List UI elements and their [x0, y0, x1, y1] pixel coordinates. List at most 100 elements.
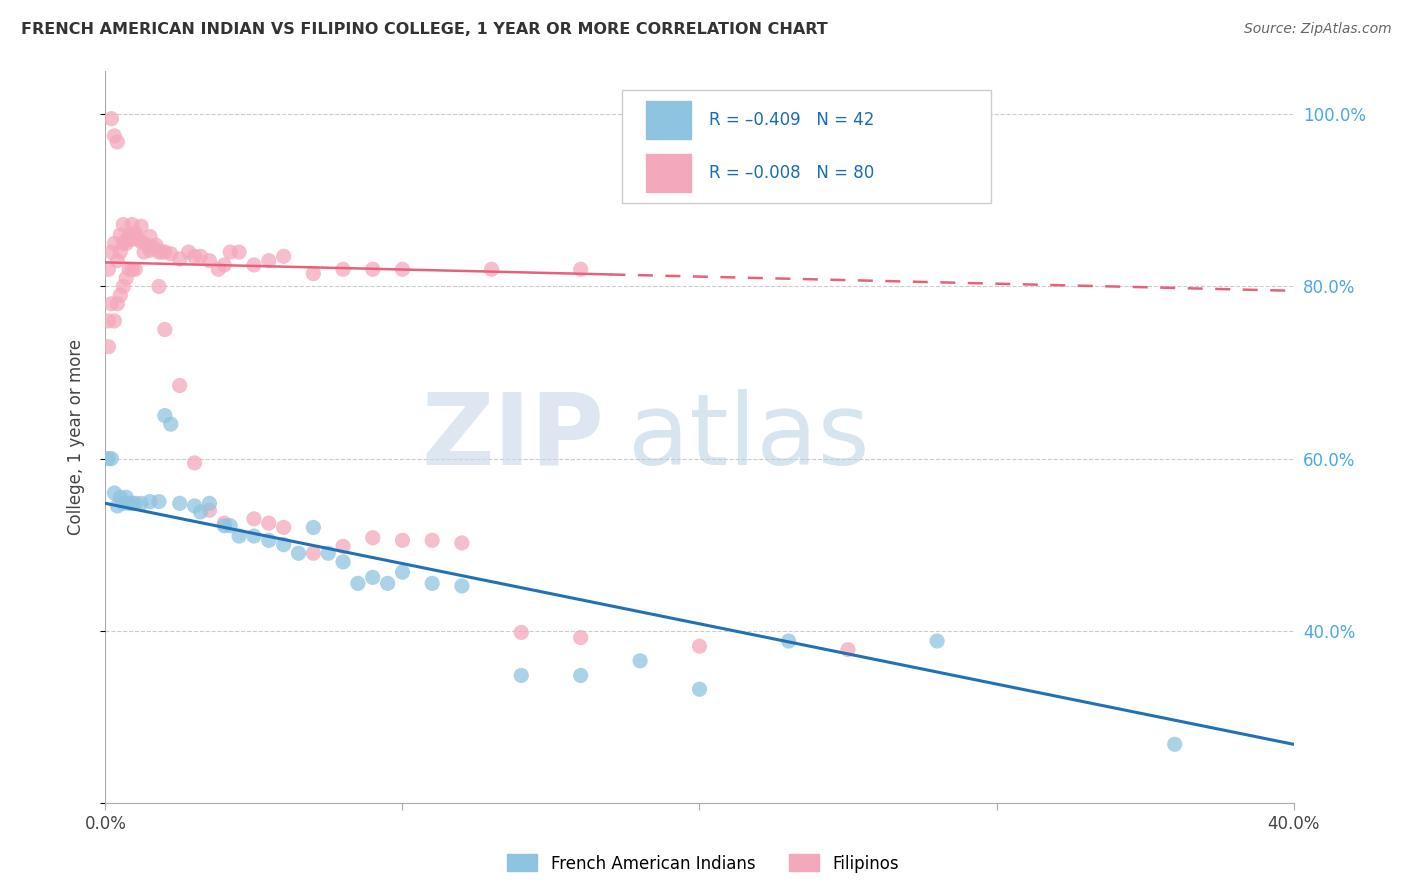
Point — [153, 409, 176, 423]
Point — [159, 247, 181, 261]
Point — [136, 238, 159, 252]
Legend: French American Indians, Filipinos: French American Indians, Filipinos — [501, 847, 905, 880]
Point — [332, 555, 354, 569]
Point — [302, 267, 325, 281]
Point — [139, 229, 162, 244]
Point — [332, 540, 354, 554]
Point — [129, 235, 152, 249]
Point — [115, 491, 138, 505]
Point — [148, 279, 170, 293]
Point — [510, 625, 533, 640]
Point — [214, 258, 236, 272]
Point — [118, 227, 141, 242]
Point — [302, 520, 325, 534]
Point — [420, 576, 443, 591]
Point — [97, 314, 120, 328]
Point — [127, 232, 149, 246]
Point — [153, 322, 176, 336]
Point — [510, 668, 533, 682]
Point — [139, 244, 162, 258]
Point — [103, 486, 125, 500]
Point — [214, 518, 236, 533]
Point — [97, 262, 120, 277]
Point — [110, 491, 132, 505]
Point — [105, 253, 128, 268]
Point — [273, 249, 295, 263]
Point — [361, 531, 384, 545]
Point — [100, 112, 122, 126]
Point — [198, 253, 221, 268]
Point — [124, 226, 146, 240]
Point — [121, 496, 143, 510]
Point — [450, 579, 472, 593]
Point — [110, 288, 132, 302]
Point — [110, 227, 132, 242]
Point — [150, 245, 173, 260]
Point — [257, 253, 280, 268]
Point — [148, 245, 170, 260]
Point — [420, 533, 443, 548]
Point — [103, 128, 125, 143]
Point — [243, 258, 266, 272]
Point — [121, 232, 143, 246]
Point — [257, 516, 280, 530]
Point — [118, 262, 141, 277]
Point — [316, 546, 339, 560]
Point — [118, 232, 141, 246]
Point — [148, 494, 170, 508]
Point — [190, 249, 212, 263]
Point — [243, 512, 266, 526]
Point — [112, 218, 135, 232]
Point — [391, 565, 413, 579]
Point — [132, 245, 155, 260]
Point — [100, 245, 122, 260]
Point — [287, 546, 309, 560]
Point — [105, 296, 128, 310]
Point — [228, 529, 250, 543]
Y-axis label: College, 1 year or more: College, 1 year or more — [66, 339, 84, 535]
Point — [177, 245, 200, 260]
Point — [115, 236, 138, 251]
Point — [118, 496, 141, 510]
Point — [207, 262, 229, 277]
Point — [1164, 737, 1187, 751]
Point — [169, 252, 191, 266]
Point — [97, 340, 120, 354]
Point — [347, 576, 370, 591]
Point — [169, 496, 191, 510]
Point — [121, 218, 143, 232]
Point — [273, 538, 295, 552]
Text: Source: ZipAtlas.com: Source: ZipAtlas.com — [1244, 22, 1392, 37]
Point — [837, 642, 859, 657]
Text: atlas: atlas — [628, 389, 870, 485]
Point — [689, 639, 711, 653]
Point — [100, 451, 122, 466]
Point — [198, 503, 221, 517]
Point — [112, 236, 135, 251]
Text: ZIP: ZIP — [422, 389, 605, 485]
Point — [153, 245, 176, 260]
Point — [689, 682, 711, 697]
Point — [103, 236, 125, 251]
Point — [569, 631, 592, 645]
Point — [198, 496, 221, 510]
Point — [110, 245, 132, 260]
Point — [273, 520, 295, 534]
Point — [450, 536, 472, 550]
Point — [628, 654, 651, 668]
Point — [302, 546, 325, 560]
Point — [183, 249, 205, 263]
Point — [103, 314, 125, 328]
Point — [332, 262, 354, 277]
Point — [112, 279, 135, 293]
Point — [481, 262, 503, 277]
Point — [927, 634, 949, 648]
Point — [142, 241, 165, 255]
Point — [169, 378, 191, 392]
Bar — [645, 153, 692, 192]
Text: R = –0.008   N = 80: R = –0.008 N = 80 — [709, 164, 875, 182]
Point — [129, 219, 152, 234]
Point — [214, 516, 236, 530]
Point — [121, 262, 143, 277]
Point — [377, 576, 399, 591]
